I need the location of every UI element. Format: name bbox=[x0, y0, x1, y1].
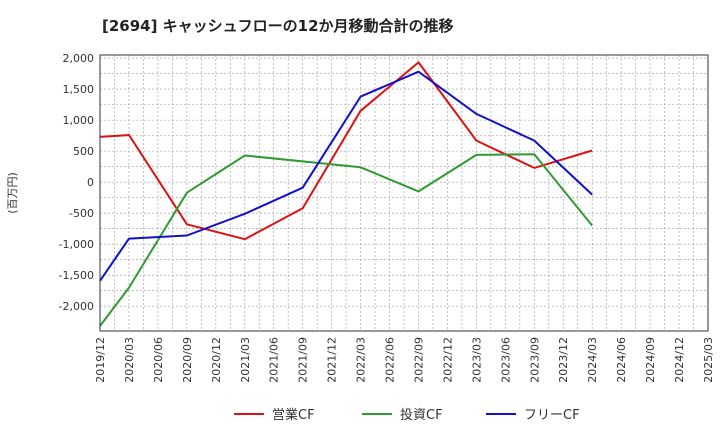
x-tick-label: 2023/09 bbox=[528, 337, 541, 383]
chart-title: [2694] キャッシュフローの12か月移動合計の推移 bbox=[102, 17, 454, 35]
x-tick-label: 2024/06 bbox=[615, 337, 628, 383]
x-tick-label: 2023/03 bbox=[470, 337, 483, 383]
y-axis-label: (百万円) bbox=[6, 172, 19, 214]
y-tick-labels: 2,000 1,500 1,000 500 0 -500 -1,000 -1,500 -2,00… bbox=[59, 52, 94, 313]
x-tick-label: 2022/06 bbox=[384, 337, 397, 383]
x-tick-label: 2025/03 bbox=[702, 337, 715, 383]
x-tick-label: 2022/03 bbox=[355, 337, 368, 383]
x-tick-label: 2021/12 bbox=[326, 337, 339, 383]
x-tick-label: 2023/12 bbox=[557, 337, 570, 383]
x-tick-label: 2024/12 bbox=[673, 337, 686, 383]
x-tick-label: 2023/06 bbox=[499, 337, 512, 383]
series-lines bbox=[99, 61, 593, 327]
legend-label-1: 営業CF bbox=[272, 407, 315, 423]
x-tick-label: 2020/06 bbox=[152, 337, 165, 383]
x-tick-label: 2020/03 bbox=[123, 337, 136, 383]
y-tick-label: -1,500 bbox=[59, 269, 94, 282]
x-tick-label: 2019/12 bbox=[94, 337, 107, 383]
x-tick-label: 2022/09 bbox=[412, 337, 425, 383]
legend: 営業CF 投資CF フリーCF bbox=[234, 407, 580, 423]
x-tick-label: 2022/12 bbox=[441, 337, 454, 383]
series-line-2 bbox=[99, 153, 593, 327]
y-tick-label: -1,000 bbox=[59, 238, 94, 251]
y-tick-label: 1,500 bbox=[63, 83, 95, 96]
x-tick-label: 2021/09 bbox=[297, 337, 310, 383]
grid bbox=[99, 55, 709, 331]
x-tick-label: 2020/09 bbox=[181, 337, 194, 383]
y-tick-label: 500 bbox=[73, 145, 94, 158]
y-tick-label: -500 bbox=[69, 207, 94, 220]
x-tick-label: 2020/12 bbox=[210, 337, 223, 383]
legend-label-2: 投資CF bbox=[400, 407, 443, 423]
series-line-3 bbox=[99, 70, 593, 282]
y-tick-label: 0 bbox=[87, 176, 94, 189]
x-tick-label: 2024/09 bbox=[644, 337, 657, 383]
x-tick-label: 2021/03 bbox=[239, 337, 252, 383]
y-tick-label: 1,000 bbox=[63, 114, 95, 127]
x-tick-labels: 2019/12 2020/03 2020/06 2020/09 2020/12 2021/… bbox=[94, 337, 715, 383]
x-tick-label: 2021/06 bbox=[268, 337, 281, 383]
plot-frame bbox=[99, 54, 709, 332]
y-tick-label: 2,000 bbox=[63, 52, 95, 65]
legend-label-3: フリーCF bbox=[524, 408, 580, 423]
x-tick-label: 2024/03 bbox=[586, 337, 599, 383]
y-tick-label: -2,000 bbox=[59, 300, 94, 313]
